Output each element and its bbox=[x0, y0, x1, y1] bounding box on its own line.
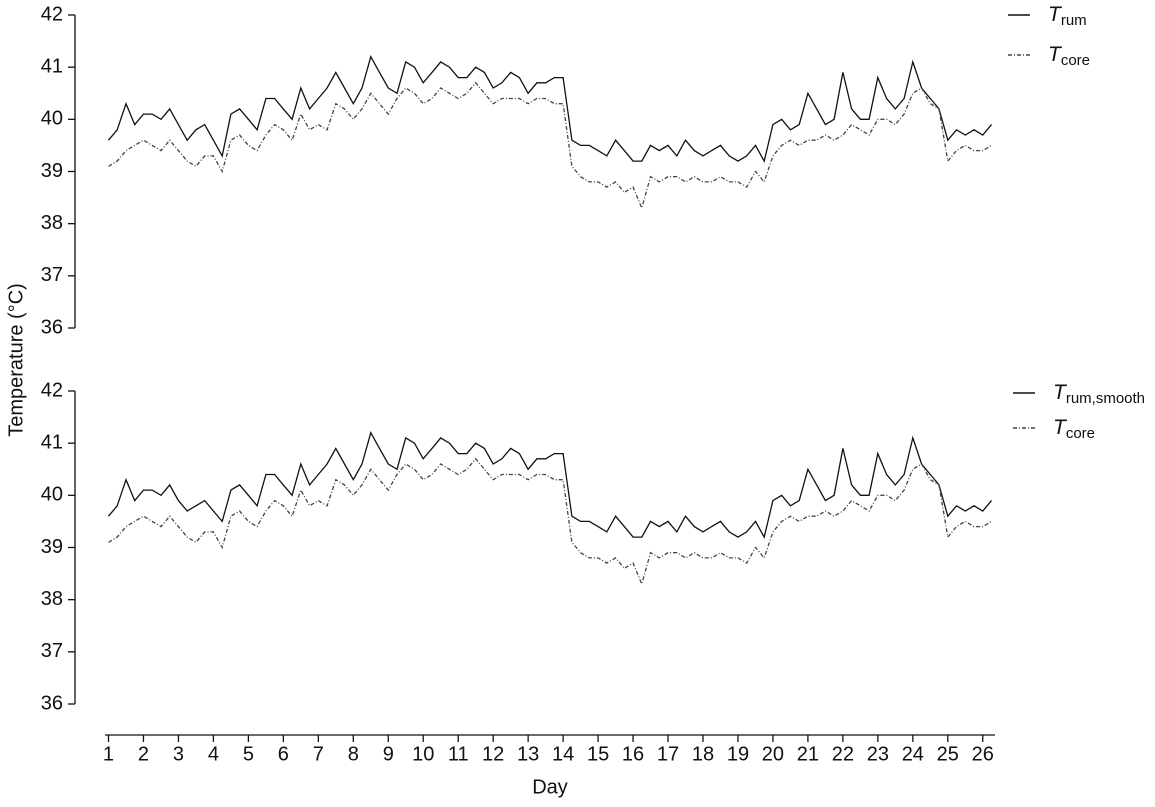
series-line bbox=[108, 457, 992, 586]
series-line bbox=[108, 431, 992, 539]
x-tick-label: 7 bbox=[313, 743, 324, 765]
y-tick-label: 40 bbox=[41, 484, 63, 506]
x-tick-label: 14 bbox=[552, 743, 574, 765]
y-tick-label: 42 bbox=[41, 379, 63, 401]
y-tick-label: 41 bbox=[41, 55, 63, 77]
y-tick-label: 37 bbox=[41, 640, 63, 662]
legend-label: Trum,smooth bbox=[1053, 381, 1145, 407]
x-tick-label: 24 bbox=[902, 743, 924, 765]
x-tick-label: 4 bbox=[208, 743, 219, 765]
y-tick-label: 42 bbox=[41, 3, 63, 25]
x-tick-label: 13 bbox=[517, 743, 539, 765]
legend-symbol: T bbox=[1048, 43, 1063, 66]
x-tick-label: 19 bbox=[727, 743, 749, 765]
y-tick-label: 36 bbox=[41, 316, 63, 338]
legend-subscript: rum bbox=[1061, 12, 1087, 29]
legend-label: Tcore bbox=[1053, 416, 1095, 442]
x-tick-label: 10 bbox=[412, 743, 434, 765]
x-tick-label: 12 bbox=[482, 743, 504, 765]
x-tick-label: 25 bbox=[937, 743, 959, 765]
x-tick-label: 18 bbox=[692, 743, 714, 765]
legend-subscript: core bbox=[1061, 52, 1090, 69]
x-tick-label: 11 bbox=[448, 743, 469, 765]
y-tick-label: 38 bbox=[41, 588, 63, 610]
y-tick-label: 39 bbox=[41, 160, 63, 182]
legend-subscript: core bbox=[1066, 425, 1095, 442]
legend-symbol: T bbox=[1053, 416, 1068, 439]
legend-subscript: rum,smooth bbox=[1066, 390, 1145, 407]
x-tick-label: 6 bbox=[278, 743, 289, 765]
x-tick-label: 16 bbox=[622, 743, 644, 765]
x-tick-label: 15 bbox=[587, 743, 609, 765]
x-tick-label: 3 bbox=[173, 743, 184, 765]
legend-label: Trum bbox=[1048, 3, 1087, 29]
y-tick-label: 41 bbox=[41, 431, 63, 453]
y-tick-label: 39 bbox=[41, 536, 63, 558]
y-axis-label: Temperature (°C) bbox=[5, 283, 27, 437]
legend-symbol: T bbox=[1048, 3, 1063, 26]
x-tick-label: 2 bbox=[138, 743, 149, 765]
y-tick-label: 38 bbox=[41, 212, 63, 234]
y-tick-label: 40 bbox=[41, 108, 63, 130]
x-tick-label: 1 bbox=[103, 743, 114, 765]
x-tick-label: 17 bbox=[657, 743, 679, 765]
series-line bbox=[108, 81, 992, 210]
legend-symbol: T bbox=[1053, 381, 1068, 404]
series-line bbox=[108, 55, 992, 163]
x-tick-label: 9 bbox=[383, 743, 394, 765]
y-tick-label: 37 bbox=[41, 264, 63, 286]
x-tick-label: 20 bbox=[762, 743, 784, 765]
y-tick-label: 36 bbox=[41, 692, 63, 714]
x-tick-label: 26 bbox=[972, 743, 994, 765]
x-tick-label: 8 bbox=[348, 743, 359, 765]
x-tick-label: 21 bbox=[797, 743, 819, 765]
legend-label: Tcore bbox=[1048, 43, 1090, 69]
x-tick-label: 5 bbox=[243, 743, 254, 765]
x-tick-label: 22 bbox=[832, 743, 854, 765]
x-tick-label: 23 bbox=[867, 743, 889, 765]
x-axis-label: Day bbox=[532, 776, 568, 798]
